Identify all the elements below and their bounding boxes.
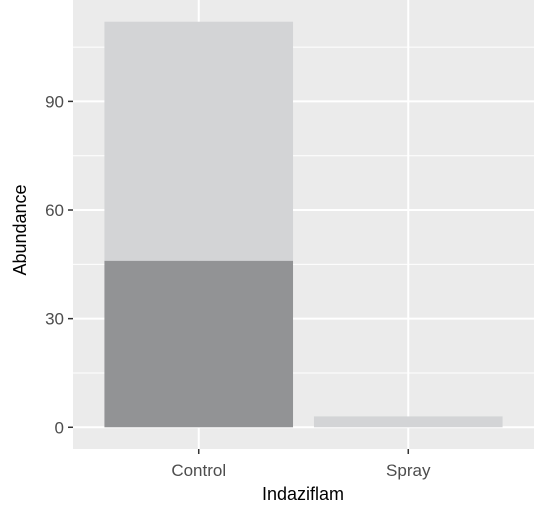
y-tick-label: 0 xyxy=(55,418,64,437)
y-tick-label: 60 xyxy=(45,201,64,220)
y-axis: 0 30 60 90 xyxy=(45,92,73,437)
bar-spray-segment-2 xyxy=(313,416,503,428)
y-tick-label: 90 xyxy=(45,92,64,111)
bar-control-segment-2 xyxy=(104,21,294,261)
y-axis-title: Abundance xyxy=(10,184,30,275)
x-axis-title: Indaziflam xyxy=(262,484,344,504)
x-axis: Control Spray xyxy=(171,449,431,480)
y-tick-label: 30 xyxy=(45,310,64,329)
bar-control-segment-1 xyxy=(104,260,294,428)
x-tick-label-spray: Spray xyxy=(386,461,431,480)
bars xyxy=(104,21,503,428)
x-tick-label-control: Control xyxy=(171,461,226,480)
